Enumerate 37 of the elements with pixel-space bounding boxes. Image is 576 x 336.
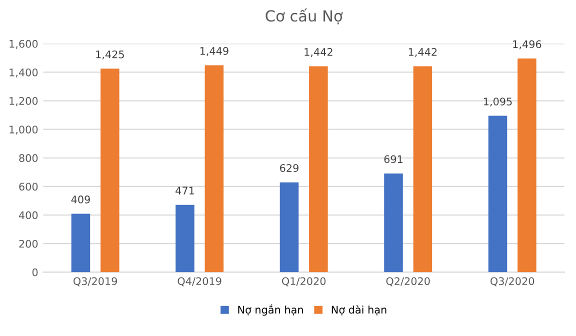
bar (413, 66, 432, 272)
y-tick-label: 600 (19, 182, 38, 191)
bar (71, 214, 90, 272)
bar (100, 68, 120, 272)
data-label: 691 (384, 155, 402, 164)
data-label: 1,449 (200, 47, 228, 56)
y-tick-label: 1,600 (10, 40, 38, 49)
y-tick-label: 1,200 (10, 97, 38, 106)
bar (176, 204, 194, 272)
y-tick-label: 1,400 (10, 68, 38, 78)
bar (384, 173, 403, 272)
y-tick-label: 0 (32, 268, 38, 276)
data-label: 471 (176, 186, 194, 194)
x-tick-label: Q1/2020 (282, 277, 326, 286)
y-tick-label: 800 (19, 154, 38, 162)
data-label: 1,425 (96, 50, 124, 60)
bar (309, 66, 328, 272)
y-tick-label: 1,000 (10, 126, 38, 135)
x-tick-label: Q3/2020 (490, 277, 534, 286)
bar (280, 182, 299, 272)
data-label: 1,442 (408, 48, 437, 57)
bar (204, 65, 224, 272)
x-tick-label: Q2/2020 (386, 277, 430, 286)
chart-title: Cơ cấu Nợ (266, 8, 343, 24)
data-label: 1,095 (484, 98, 512, 107)
x-tick-label: Q3/2019 (73, 277, 118, 286)
y-tick-label: 400 (18, 211, 38, 220)
bar (488, 116, 508, 272)
legend-label: Nợ ngắn hạn (238, 304, 303, 316)
x-tick-label: Q4/2019 (178, 277, 222, 286)
y-tick-label: 200 (19, 240, 38, 248)
data-label: 409 (71, 196, 90, 204)
data-label: 629 (280, 164, 298, 172)
legend-label: Nợ dài hạn (332, 305, 386, 316)
bar (518, 58, 536, 272)
data-label: 1,442 (304, 48, 332, 57)
data-label: 1,496 (513, 40, 542, 50)
